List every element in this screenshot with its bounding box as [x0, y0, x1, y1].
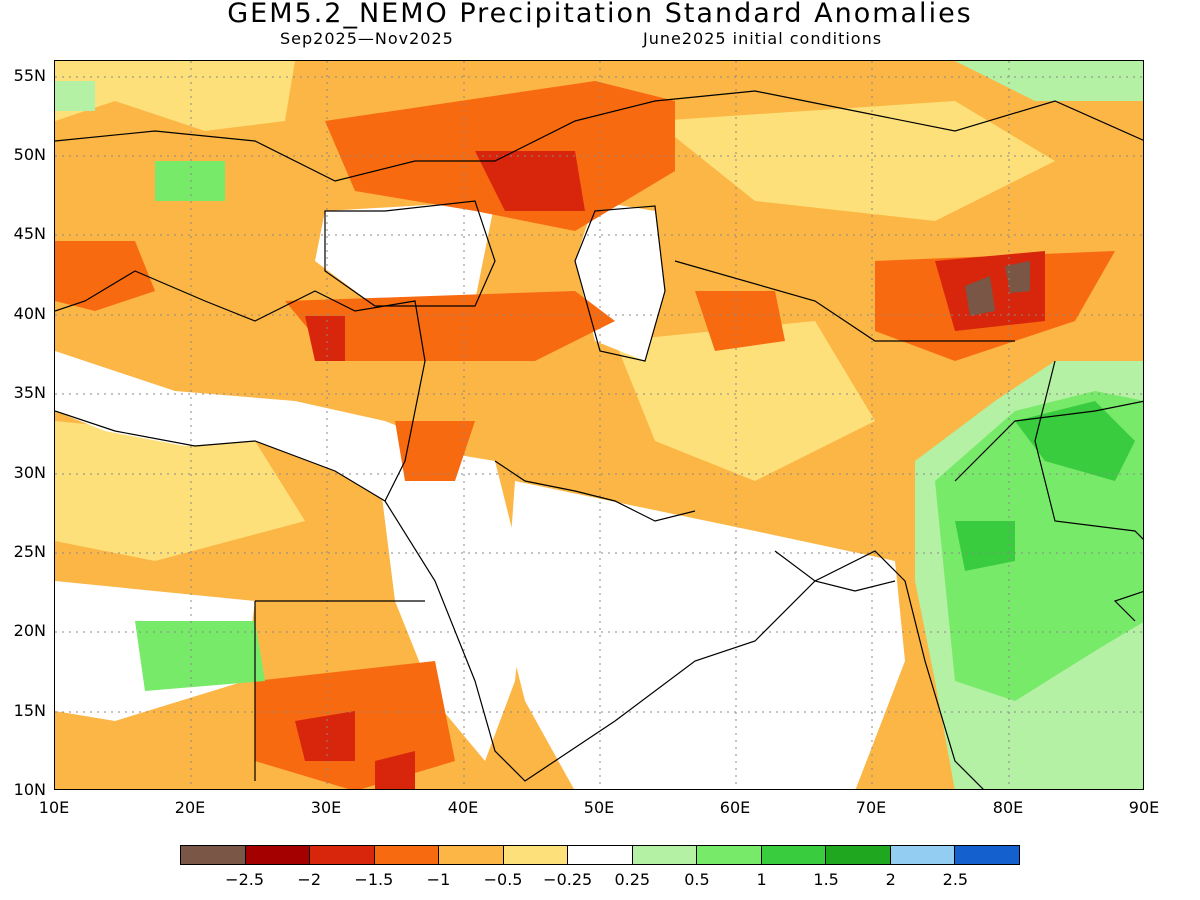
legend-swatch — [374, 846, 440, 864]
legend-swatch — [890, 846, 956, 864]
lat-label-35n: 35N — [13, 383, 46, 402]
lat-label-20n: 20N — [13, 621, 46, 640]
legend-label: −1.5 — [354, 870, 394, 889]
legend-label: 1 — [756, 870, 767, 889]
lon-label-70e: 70E — [855, 798, 887, 817]
legend-label: −2.5 — [225, 870, 265, 889]
lat-label-10n: 10N — [13, 780, 46, 799]
legend-swatch — [632, 846, 698, 864]
legend-label: −0.5 — [483, 870, 523, 889]
lon-label-50e: 50E — [583, 798, 615, 817]
lon-label-90e: 90E — [1128, 798, 1160, 817]
legend-swatch — [826, 846, 891, 864]
lon-label-30e: 30E — [310, 798, 342, 817]
legend-swatch — [697, 846, 762, 864]
lon-label-80e: 80E — [992, 798, 1024, 817]
lat-label-30n: 30N — [13, 463, 46, 482]
legend-label: 2.5 — [942, 870, 969, 889]
legend-label: −1 — [426, 870, 451, 889]
legend-label: −0.25 — [543, 870, 593, 889]
legend-swatch — [955, 846, 1019, 864]
legend-label: 2 — [885, 870, 896, 889]
legend-swatch — [310, 846, 375, 864]
legend-label: 0.5 — [684, 870, 710, 889]
legend-swatch — [245, 846, 311, 864]
lat-label-40n: 40N — [13, 304, 46, 323]
legend-label: 1.5 — [813, 870, 839, 889]
legend-swatch — [761, 846, 827, 864]
lat-label-55n: 55N — [13, 66, 46, 85]
forecast-period: Sep2025—Nov2025 — [280, 29, 454, 48]
lat-label-25n: 25N — [13, 542, 46, 561]
lon-label-10e: 10E — [38, 798, 70, 817]
legend-swatch — [439, 846, 504, 864]
map-title: GEM5.2_NEMO Precipitation Standard Anoma… — [227, 0, 973, 29]
lon-label-40e: 40E — [447, 798, 479, 817]
lat-label-50n: 50N — [13, 145, 46, 164]
legend-swatch — [503, 846, 569, 864]
legend-label: 0.25 — [614, 870, 651, 889]
legend-swatch — [181, 846, 246, 864]
lat-label-15n: 15N — [13, 701, 46, 720]
legend-label: −2 — [297, 870, 322, 889]
initial-conditions: June2025 initial conditions — [643, 29, 883, 48]
anomaly-map — [54, 60, 1144, 790]
color-legend — [180, 845, 1020, 865]
lon-label-60e: 60E — [719, 798, 751, 817]
anomaly-field — [55, 61, 1143, 789]
lat-label-45n: 45N — [13, 224, 46, 243]
lon-label-20e: 20E — [174, 798, 206, 817]
legend-swatch — [568, 846, 633, 864]
